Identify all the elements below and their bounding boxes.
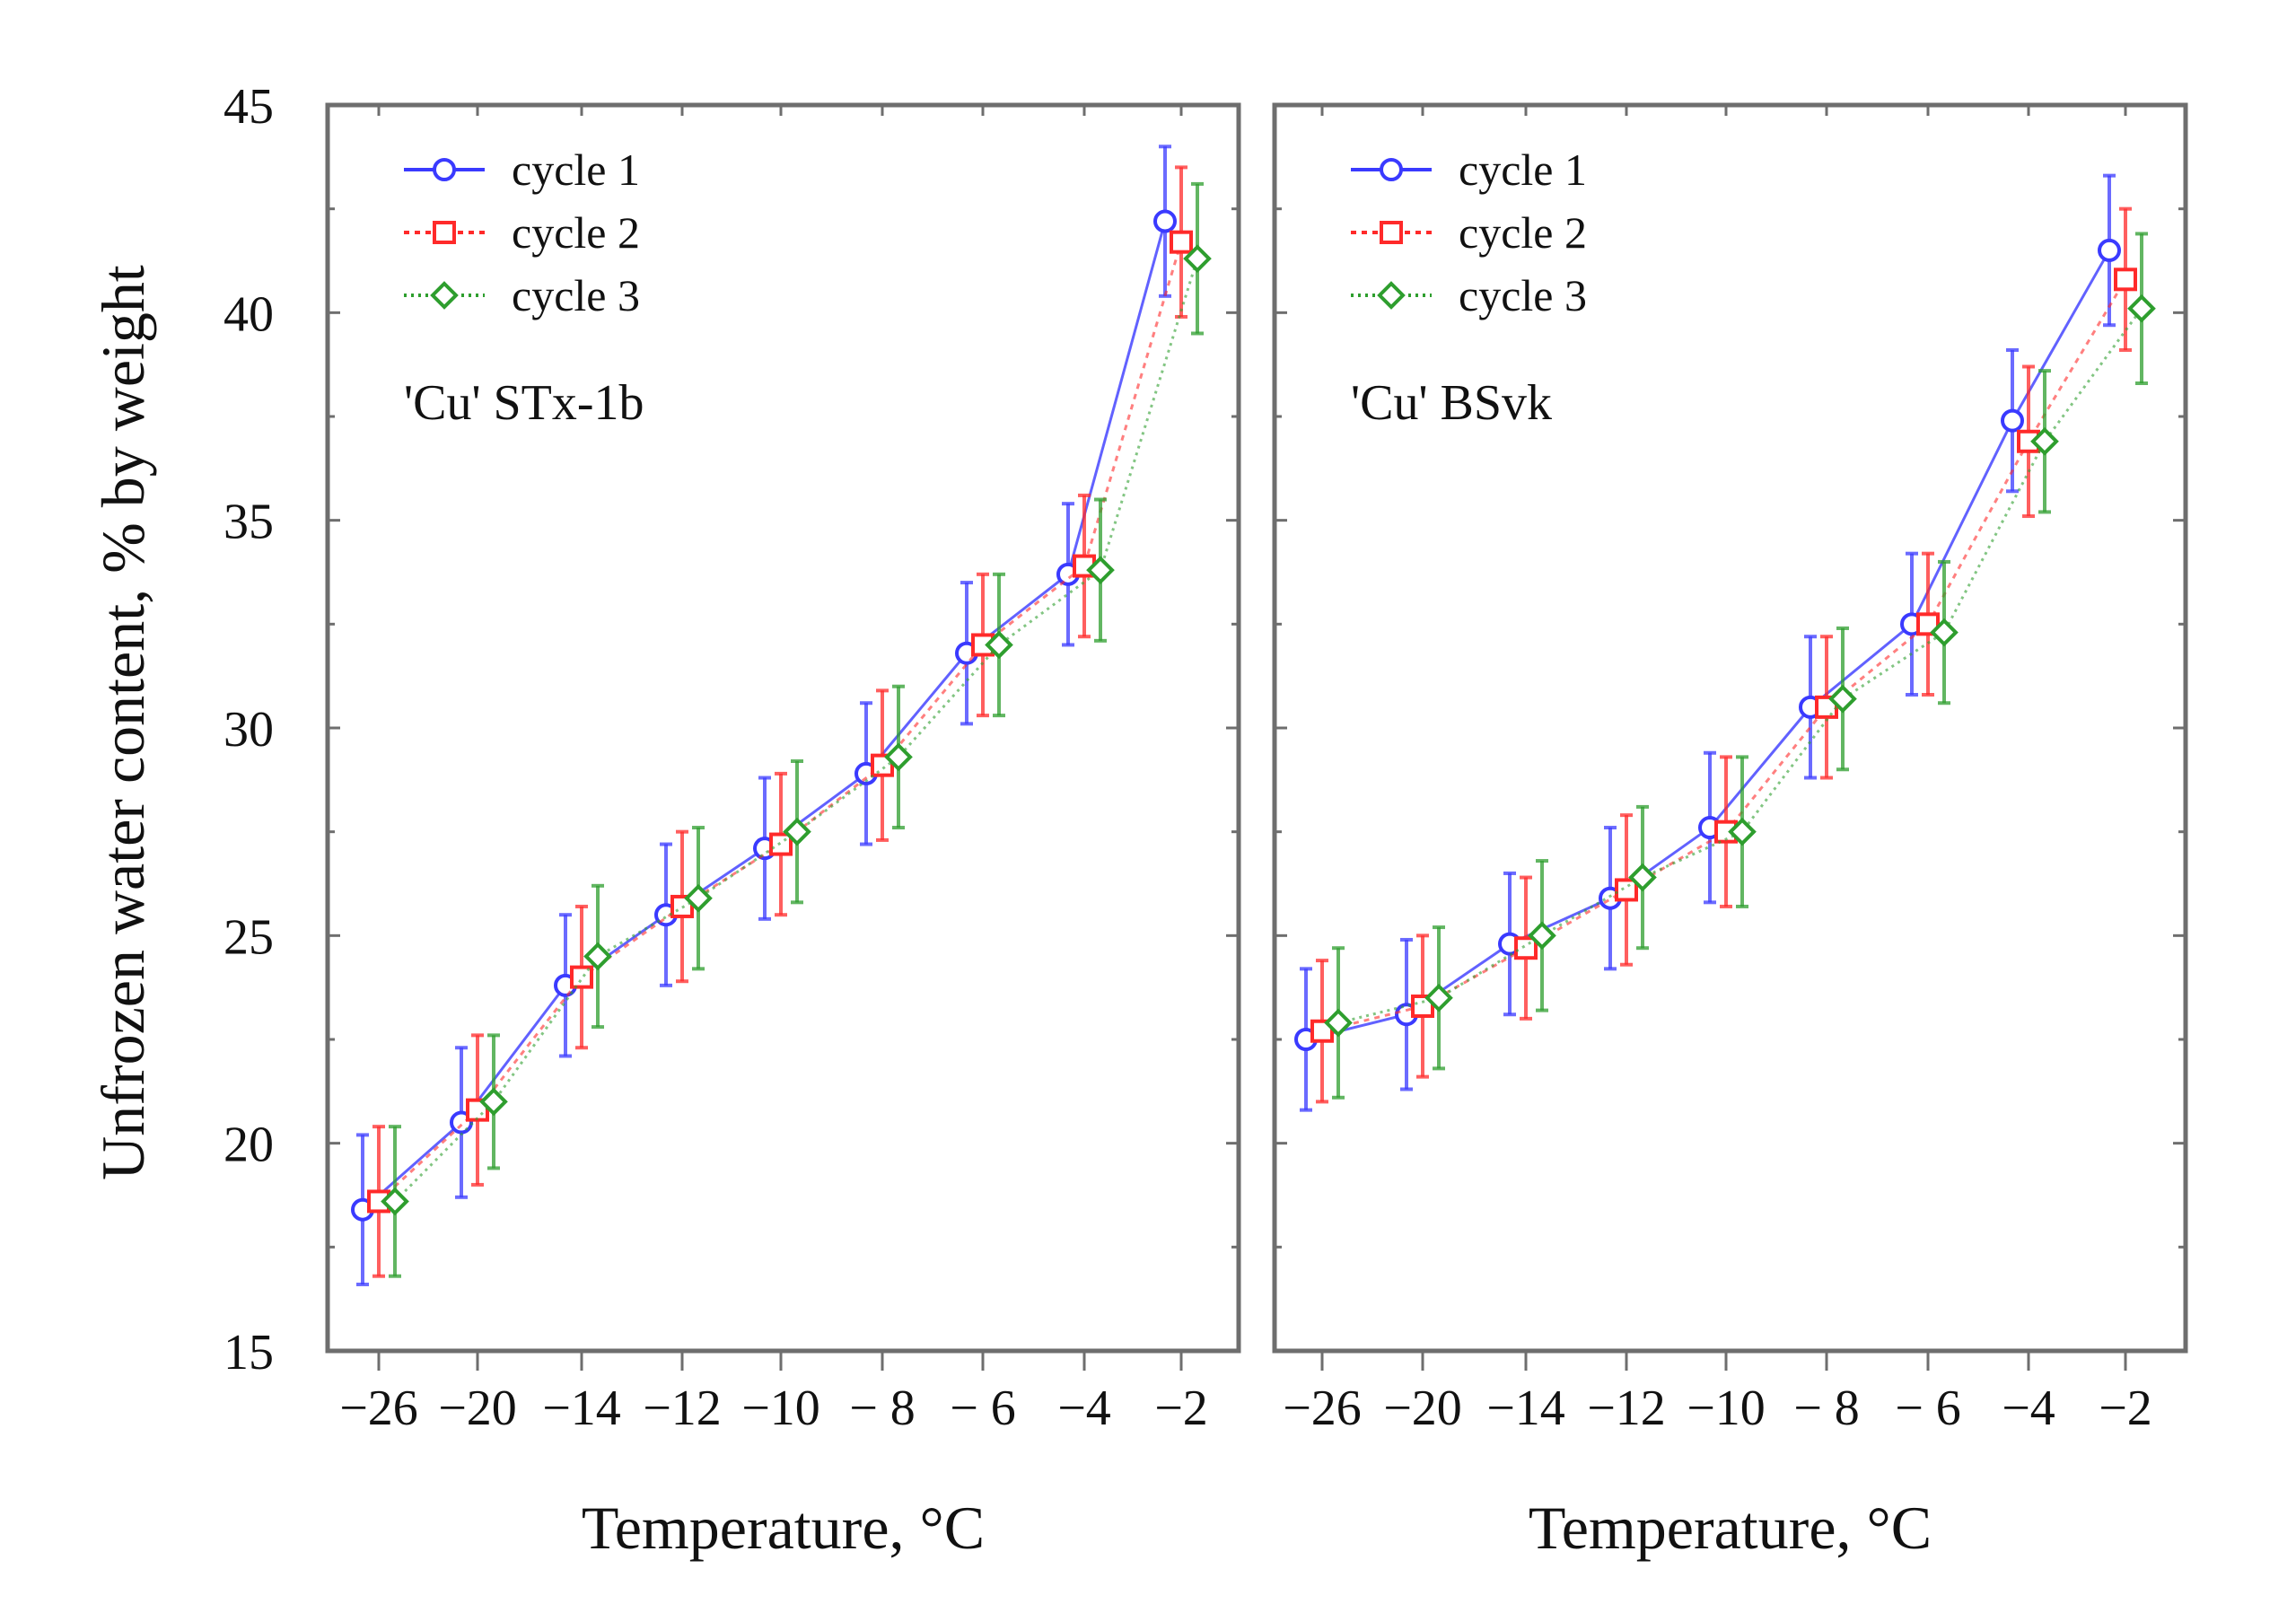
series-line [362,221,1167,1211]
legend-marker [433,221,456,244]
y-axis-title: Unfrozen water content, % by weight [89,265,157,1180]
data-point [985,630,1013,660]
legend-label: cycle 3 [512,270,640,320]
legend-marker [1377,281,1406,310]
x-tick-label: − 8 [849,1380,916,1436]
panel-label: 'Cu' STx-1b [404,375,644,431]
data-point [1615,878,1638,902]
data-point [1728,817,1757,846]
series-2 [1310,206,2137,1104]
y-tick-label: 30 [223,702,274,758]
x-tick-label: −2 [2099,1380,2152,1436]
y-tick-label: 25 [223,909,274,965]
y-tick-label: 45 [223,79,274,135]
data-point [1153,209,1177,233]
x-tick-label: −26 [339,1380,418,1436]
x-tick-label: −10 [1687,1380,1766,1436]
data-point [1930,618,1959,647]
legend: cycle 1 cycle 2 cycle 3 [1351,145,1587,320]
x-tick-label: − 8 [1793,1380,1860,1436]
data-point [1324,1008,1353,1038]
plot-frame [1272,102,2188,1354]
series-1 [1294,173,2121,1112]
x-tick-label: −20 [438,1380,517,1436]
data-point [2127,294,2156,323]
data-point [783,817,811,846]
x-tick-label: −10 [741,1380,820,1436]
plot-frame [325,102,1241,1354]
panel-2: −26 −20 −14 −12 −10 − 8 − 6 −4 −2 Temperature, °C… [1272,102,2188,1562]
data-point [884,742,913,772]
series-3 [1324,232,2156,1100]
x-tick-label: −14 [1486,1380,1565,1436]
x-tick-label: − 6 [950,1380,1016,1436]
data-point [871,753,894,777]
panel-1: 15 20 25 30 35 40 45 −26 −20 −14 −12 −10 − 8 − 6 −4 −2 T… [223,79,1241,1562]
legend-label: cycle 2 [1459,207,1587,258]
data-point [1170,230,1193,254]
x-tick-label: −26 [1283,1380,1362,1436]
y-tick-label: 35 [223,495,274,550]
x-tick-label: −4 [2002,1380,2055,1436]
x-tick-label: −2 [1154,1380,1208,1436]
data-point [2114,267,2137,292]
data-point [1310,1019,1334,1043]
data-point [1424,983,1453,1012]
data-point [1815,695,1838,719]
data-point [570,965,593,989]
panel-label: 'Cu' BSvk [1351,375,1552,431]
data-point [2030,426,2059,456]
legend-marker [430,281,459,310]
data-point [1528,921,1556,951]
legend-marker [1380,158,1403,181]
x-tick-label: −14 [542,1380,621,1436]
data-point [1411,994,1434,1018]
legend-label: cycle 1 [512,145,640,195]
data-point [479,1087,508,1117]
x-tick-label: −4 [1057,1380,1111,1436]
data-point [2001,408,2024,433]
data-point [1916,612,1940,636]
legend-marker [433,158,456,181]
legend-label: cycle 3 [1459,270,1587,320]
y-tick-label: 40 [223,286,274,342]
data-point [381,1187,409,1216]
y-tick-label: 20 [223,1118,274,1173]
x-tick-label: −12 [643,1380,722,1436]
x-tick-label: −12 [1587,1380,1666,1436]
series-line [1337,307,2143,1024]
series-3 [381,181,1212,1278]
x-axis-title: Temperature, °C [582,1494,985,1562]
x-tick-label: − 6 [1895,1380,1961,1436]
series-line [1305,250,2111,1041]
legend-label: cycle 1 [1459,145,1587,195]
legend-marker [1380,221,1403,244]
data-point [1828,684,1857,714]
data-point [1086,556,1115,585]
data-point [1183,244,1212,274]
x-tick-label: −20 [1383,1380,1462,1436]
legend: cycle 1 cycle 2 cycle 3 [404,145,640,320]
series-1 [351,145,1177,1286]
data-point [1628,863,1657,892]
legend-label: cycle 2 [512,207,640,258]
data-point [1514,936,1538,960]
data-point [583,942,612,971]
x-axis-title: Temperature, °C [1529,1494,1932,1562]
data-point [2098,238,2121,262]
y-tick-label: 15 [223,1325,274,1380]
data-point [684,883,713,913]
